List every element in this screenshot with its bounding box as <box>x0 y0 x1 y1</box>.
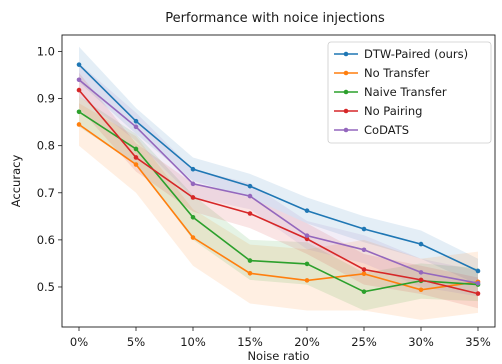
data-point <box>190 235 196 240</box>
series-line-2 <box>78 111 479 293</box>
data-point <box>475 268 481 274</box>
x-axis: 0% 5% 10% 15% 20% 25% 30% 35% <box>70 327 491 349</box>
data-point <box>418 277 424 283</box>
data-point <box>475 291 481 296</box>
data-point <box>133 124 139 130</box>
legend-swatch-marker <box>343 51 349 57</box>
data-point <box>133 162 139 167</box>
legend-entry-label: No Transfer <box>364 66 430 80</box>
data-point <box>76 87 82 93</box>
legend-box <box>327 41 492 144</box>
data-point <box>418 287 424 293</box>
legend-entry-label: No Pairing <box>364 104 422 118</box>
data-point <box>361 267 367 272</box>
data-point <box>247 258 253 263</box>
x-tick-label: 20% <box>294 335 320 349</box>
legend-entry-label: DTW-Paired (ours) <box>364 47 468 61</box>
series-line-0 <box>78 64 479 272</box>
data-point <box>133 146 139 152</box>
data-point <box>247 211 253 216</box>
data-point <box>247 271 253 276</box>
y-tick-label: 0.8 <box>37 139 55 153</box>
data-point <box>475 280 481 286</box>
series-lines <box>76 62 481 296</box>
data-point <box>190 195 196 200</box>
data-point <box>76 77 82 83</box>
confidence-band-1 <box>79 103 478 320</box>
y-tick-label: 0.6 <box>37 233 55 247</box>
data-point <box>304 233 310 238</box>
y-tick-label: 1.0 <box>37 44 55 58</box>
x-tick-label: 5% <box>127 335 145 349</box>
data-point <box>190 166 196 172</box>
data-point <box>418 241 424 247</box>
data-point <box>133 155 139 160</box>
y-tick-label: 0.9 <box>37 92 55 106</box>
chart-title: Performance with noice injections <box>165 11 385 26</box>
data-point <box>247 193 253 199</box>
legend-entry-label: CoDATS <box>364 123 409 137</box>
series-line-4 <box>78 79 479 284</box>
legend-swatch-marker <box>343 127 349 133</box>
data-point <box>361 226 367 232</box>
x-axis-label: Noise ratio <box>247 349 309 363</box>
data-point <box>304 261 310 267</box>
data-point <box>418 270 424 275</box>
y-tick-label: 0.5 <box>37 280 55 294</box>
data-point <box>304 236 310 242</box>
data-point <box>361 271 367 277</box>
series-line-1 <box>78 123 479 291</box>
data-point <box>76 62 82 67</box>
legend-entry-label: Naive Transfer <box>364 85 447 99</box>
series-line-3 <box>78 89 479 295</box>
data-point <box>304 208 310 213</box>
x-tick-label: 10% <box>180 335 206 349</box>
legend-swatch-marker <box>343 89 349 95</box>
confidence-band-2 <box>79 96 478 311</box>
data-point <box>190 214 196 220</box>
data-point <box>190 181 196 187</box>
y-tick-label: 0.7 <box>37 186 55 200</box>
x-tick-label: 35% <box>465 335 491 349</box>
x-tick-label: 0% <box>70 335 88 349</box>
data-point <box>247 183 253 189</box>
legend-swatch-marker <box>343 108 349 114</box>
legend-swatch-marker <box>343 70 349 76</box>
x-tick-label: 25% <box>351 335 377 349</box>
legend: DTW-Paired (ours) No Transfer Naive Transf… <box>327 41 492 144</box>
plot-area-frame <box>61 34 496 328</box>
data-point <box>361 289 367 294</box>
confidence-band-4 <box>79 63 478 297</box>
x-tick-label: 15% <box>237 335 263 349</box>
data-point <box>133 118 139 124</box>
data-point <box>361 247 367 253</box>
y-axis-label: Accuracy <box>9 155 23 208</box>
data-point <box>76 122 82 127</box>
data-point <box>304 278 310 283</box>
y-axis: 0.5 0.6 0.7 0.8 0.9 1.0 <box>37 44 62 294</box>
x-tick-label: 30% <box>408 335 434 349</box>
data-point <box>76 109 82 115</box>
confidence-band-0 <box>79 46 478 285</box>
